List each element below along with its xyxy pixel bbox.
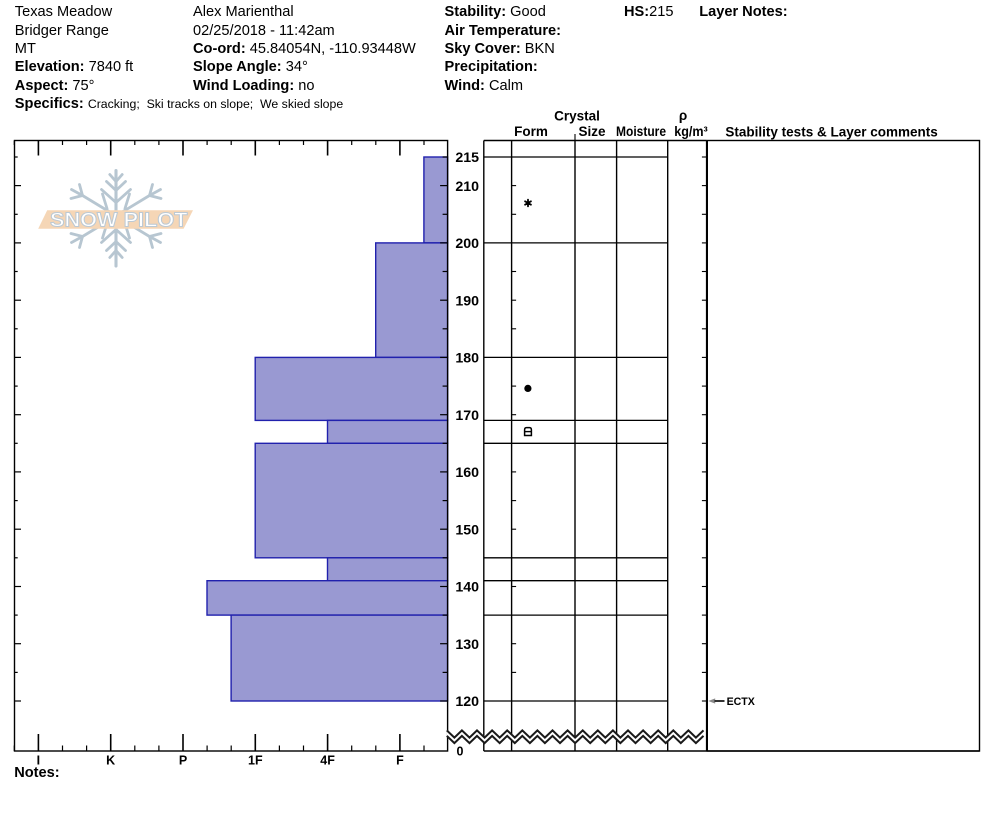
- svg-text:120: 120: [455, 694, 479, 710]
- svg-text:4F: 4F: [320, 754, 335, 768]
- svg-text:190: 190: [455, 293, 479, 309]
- svg-text:Stability tests & Layer commen: Stability tests & Layer comments: [725, 125, 937, 140]
- svg-text:1F: 1F: [248, 754, 263, 768]
- svg-text:200: 200: [455, 236, 479, 252]
- svg-text:P: P: [179, 754, 187, 768]
- svg-text:130: 130: [455, 637, 479, 653]
- svg-text:Size: Size: [578, 124, 606, 139]
- svg-text:215: 215: [455, 150, 479, 166]
- svg-text:Crystal: Crystal: [554, 109, 600, 124]
- svg-text:160: 160: [455, 465, 479, 481]
- svg-text:0: 0: [457, 744, 464, 758]
- svg-text:ECTX: ECTX: [727, 696, 755, 708]
- svg-text:180: 180: [455, 351, 479, 367]
- svg-text:SNOW PILOT: SNOW PILOT: [50, 209, 188, 232]
- svg-text:Moisture: Moisture: [616, 124, 666, 139]
- svg-text:Form: Form: [514, 124, 548, 139]
- svg-text:170: 170: [455, 408, 479, 424]
- svg-text:ρ: ρ: [679, 108, 687, 123]
- svg-text:210: 210: [455, 179, 479, 195]
- svg-text:F: F: [396, 754, 404, 768]
- svg-text:150: 150: [455, 522, 479, 538]
- svg-text:I: I: [37, 754, 40, 768]
- svg-text:140: 140: [455, 580, 479, 596]
- svg-text:kg/m³: kg/m³: [674, 124, 708, 139]
- svg-text:K: K: [106, 754, 115, 768]
